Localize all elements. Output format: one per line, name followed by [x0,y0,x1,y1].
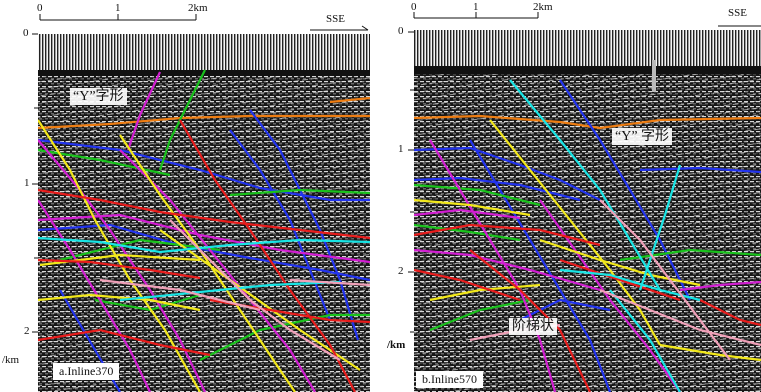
panel-b-depth-unit: /km [387,339,406,351]
panel-b-callout-y-shape: “Y” 字形 [612,128,673,146]
panel-a-depth-tick-1: 1 [24,177,30,189]
panel-a-scale-tick-1: 1 [115,2,121,14]
panel-a-depth-tick-0: 0 [23,27,29,39]
panel-b-caption: b.Inline570 [416,371,483,389]
panel-b-scale-tick-2: 2km [533,1,553,13]
panel-a-depth-unit: /km [2,354,20,366]
panel-b-section [414,30,761,392]
panel-b-direction-label: SSE [728,7,747,19]
panel-a-callout-y-shape: “Y”字形 [70,88,127,106]
panel-b-depth-axis [408,31,414,333]
panel-a-direction-label: SSE [326,13,345,25]
panel-b-depth-tick-1: 1 [398,143,404,155]
panel-b-depth-tick-2: 2 [398,265,404,277]
panel-a-scale-bar [39,14,197,21]
panel-b-scale-tick-0: 0 [411,1,417,13]
panel-b-callout-stepped: 阶梯状 [509,318,557,336]
panel-b-scale-bar [413,12,539,19]
panel-a-caption: a.Inline370 [53,363,120,381]
panel-a-scale-tick-2: 2km [188,2,208,14]
panel-a-scale-tick-0: 0 [37,2,43,14]
panel-a-depth-tick-2: 2 [24,325,30,337]
panel-a-depth-axis [32,33,38,333]
panel-b-scale-tick-1: 1 [473,1,479,13]
panel-a-direction-arrow [310,25,369,31]
panel-b-depth-tick-0: 0 [398,25,404,37]
